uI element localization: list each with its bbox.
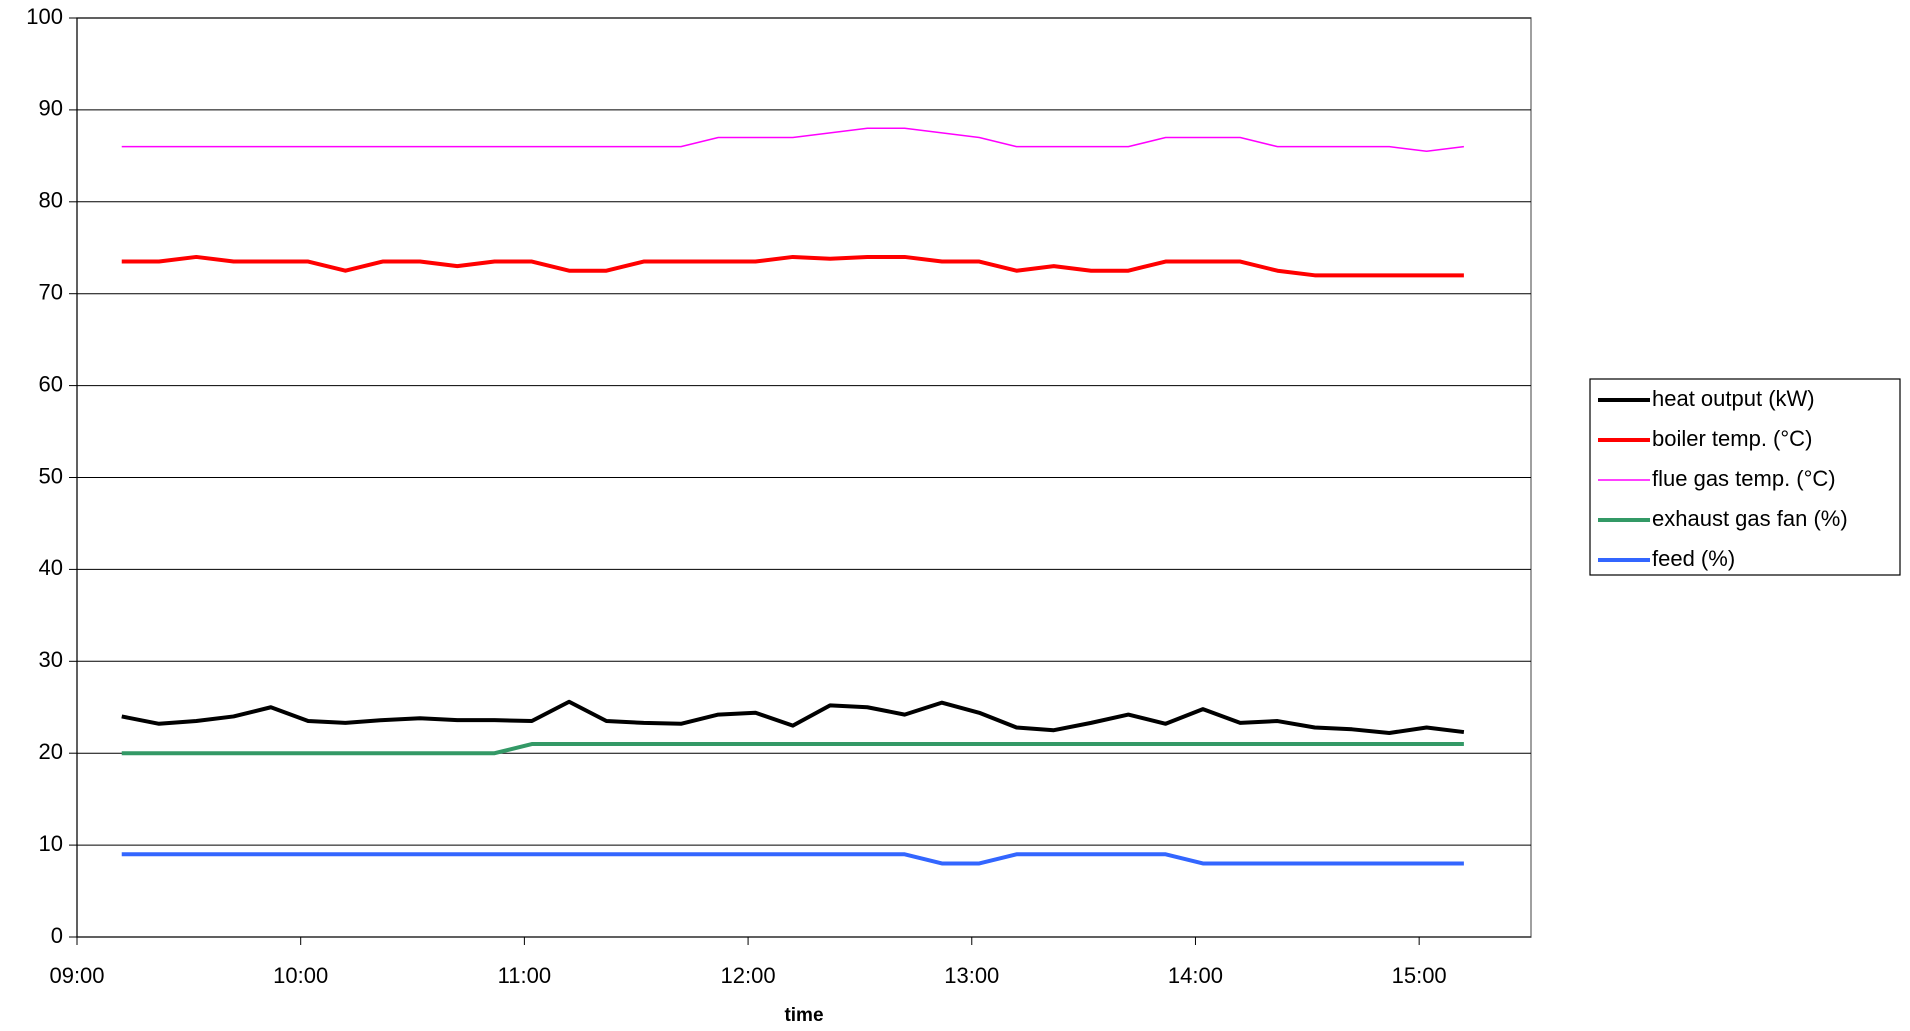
series-line bbox=[121, 852, 1464, 866]
y-tick-label: 60 bbox=[39, 371, 63, 396]
y-tick-label: 50 bbox=[39, 463, 63, 488]
x-tick-label: 09:00 bbox=[49, 963, 104, 988]
y-tick-label: 90 bbox=[39, 96, 63, 121]
y-tick-label: 10 bbox=[39, 831, 63, 856]
x-tick-label: 14:00 bbox=[1168, 963, 1223, 988]
y-tick-label: 20 bbox=[39, 739, 63, 764]
y-tick-label: 40 bbox=[39, 555, 63, 580]
y-tick-label: 70 bbox=[39, 280, 63, 305]
x-tick-label: 12:00 bbox=[721, 963, 776, 988]
x-tick-label: 15:00 bbox=[1392, 963, 1447, 988]
legend-box bbox=[1589, 378, 1901, 576]
legend-label: flue gas temp. (°C) bbox=[1652, 466, 1836, 491]
y-tick-label: 80 bbox=[39, 188, 63, 213]
legend-label: boiler temp. (°C) bbox=[1652, 426, 1812, 451]
x-axis-title: time bbox=[784, 1005, 823, 1026]
series-line bbox=[121, 699, 1465, 735]
legend-label: feed (%) bbox=[1652, 546, 1735, 571]
y-tick-label: 30 bbox=[39, 647, 63, 672]
y-tick-label: 100 bbox=[26, 4, 63, 29]
y-tick-label: 0 bbox=[51, 923, 63, 948]
x-tick-label: 13:00 bbox=[944, 963, 999, 988]
x-tick-label: 10:00 bbox=[273, 963, 328, 988]
series-line bbox=[121, 127, 1464, 153]
x-tick-label: 11:00 bbox=[498, 963, 551, 988]
legend-label: exhaust gas fan (%) bbox=[1652, 506, 1848, 531]
legend-label: heat output (kW) bbox=[1652, 386, 1815, 411]
series-line bbox=[121, 742, 1464, 756]
series-line bbox=[121, 254, 1464, 278]
